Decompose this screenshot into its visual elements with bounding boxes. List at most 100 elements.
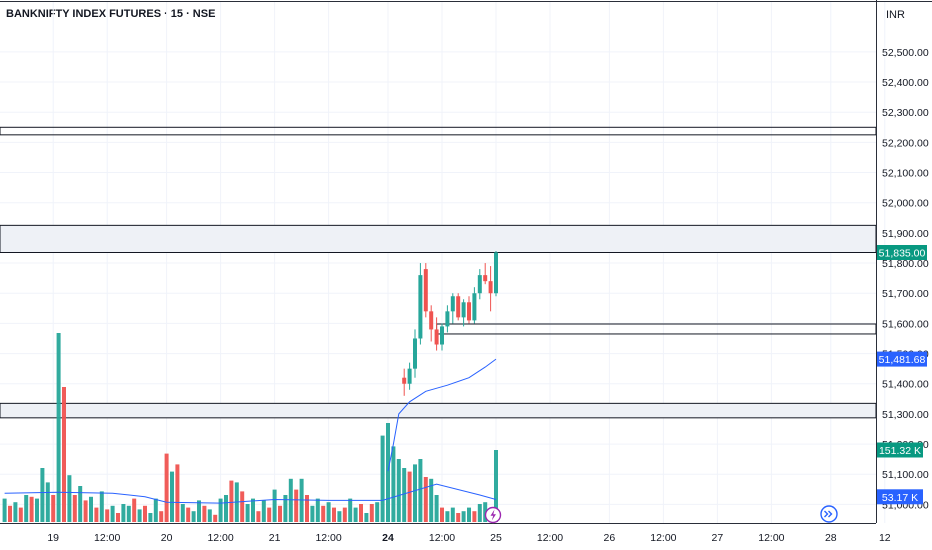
volume-bar	[353, 507, 358, 522]
volume-bar	[51, 495, 56, 522]
volume-bar	[126, 505, 131, 522]
volume-bar	[18, 507, 23, 522]
x-tick-label: 19	[47, 532, 59, 544]
currency-label[interactable]: INR	[886, 9, 905, 21]
volume-bar	[94, 507, 99, 522]
horizontal-zones[interactable]	[0, 126, 877, 419]
volume-bar	[380, 435, 385, 522]
volume-bar	[89, 496, 93, 522]
volume-bar	[332, 507, 336, 522]
y-tick-label: 51,300.00	[882, 409, 929, 421]
volume-bar	[35, 498, 39, 522]
volume-ma-tag	[877, 489, 923, 505]
volume-bars	[2, 333, 498, 522]
volume-bar	[310, 505, 315, 522]
scroll-icon-circle	[820, 505, 838, 523]
volume-bar	[2, 498, 7, 522]
last-price-tag	[877, 245, 927, 260]
scroll-icon-chevrons	[824, 510, 833, 518]
vwap-line	[387, 358, 497, 472]
candle-body	[461, 302, 466, 318]
candle-body	[483, 275, 488, 282]
volume-bar	[477, 504, 482, 522]
price-tag-text: 51,481.68	[879, 354, 926, 366]
volume-bar	[369, 504, 374, 522]
volume-bar	[472, 511, 477, 522]
x-tick-label: 24	[382, 532, 394, 544]
volume-bar	[456, 513, 461, 522]
candle-body	[418, 275, 423, 339]
y-tick-label: 52,300.00	[882, 107, 929, 119]
y-tick-label: 52,000.00	[882, 198, 929, 210]
y-tick-label: 51,700.00	[882, 288, 929, 300]
volume-bar	[45, 482, 50, 522]
volume-bar	[78, 486, 83, 522]
volume-bar	[337, 511, 342, 522]
candle-body	[407, 368, 412, 384]
volume-bar	[251, 498, 255, 522]
volume-bar	[429, 478, 434, 522]
x-tick-label: 12:00	[315, 532, 341, 544]
volume-bar	[450, 507, 455, 522]
volume-bar	[56, 333, 61, 522]
volume-bar	[440, 507, 444, 522]
volume-bar	[326, 502, 331, 522]
candle-body	[450, 296, 455, 312]
scroll-to-realtime-icon[interactable]	[820, 505, 838, 523]
y-tick-label: 52,200.00	[882, 137, 929, 149]
volume-bar	[83, 500, 88, 522]
candle-body	[445, 311, 450, 327]
candle-body	[434, 329, 439, 345]
volume-bar	[407, 471, 412, 522]
x-tick-label: 27	[712, 532, 724, 544]
volume-bar	[423, 477, 428, 522]
x-tick-label: 12:00	[94, 532, 120, 544]
volume-tag-text: 151.32 K	[879, 445, 921, 457]
volume-bar	[202, 505, 207, 522]
candle-body	[477, 275, 482, 294]
lightning-icon[interactable]	[484, 506, 502, 524]
volume-bar	[67, 475, 72, 522]
zone-rect	[0, 224, 877, 253]
vwap	[387, 358, 497, 472]
volume-bar	[105, 509, 110, 522]
volume-bar	[294, 489, 299, 522]
volume-bar	[175, 464, 180, 522]
icons[interactable]	[484, 505, 838, 524]
volume-bar	[164, 453, 169, 522]
y-tick-label: 51,900.00	[882, 228, 929, 240]
candle-body	[467, 302, 471, 321]
volume-bar	[364, 513, 369, 522]
candle-body	[413, 338, 417, 369]
volume-bar	[62, 387, 66, 522]
volume-bar	[386, 423, 390, 522]
volume-bar	[72, 495, 77, 522]
volume-bar	[170, 471, 174, 522]
volume-bar	[132, 498, 137, 522]
volume-bar	[315, 498, 320, 522]
volume-bar	[461, 511, 466, 522]
volume-bar	[110, 505, 115, 522]
x-tick-label: 12:00	[207, 532, 233, 544]
y-tick-label: 51,600.00	[882, 318, 929, 330]
volume-bar	[24, 495, 29, 522]
volume-bar	[359, 504, 363, 522]
volume-bar	[143, 505, 147, 522]
price-tag-text: 51,835.00	[879, 248, 926, 260]
volume-ma-line	[4, 483, 497, 504]
volume-bar	[288, 478, 293, 522]
volume-tag-text: 53.17 K	[882, 492, 918, 504]
volume-bar	[494, 450, 498, 522]
volume-ma	[4, 483, 497, 504]
volume-bar	[375, 502, 380, 522]
x-tick-label: 12:00	[758, 532, 784, 544]
volume-bar	[342, 507, 347, 522]
candle-body	[488, 281, 493, 294]
price-labels: 51,835.00 51,481.68 151.32 K 53.17 K	[877, 245, 927, 505]
volume-bar	[137, 509, 142, 522]
volume-bar	[186, 507, 191, 522]
x-tick-label: 26	[604, 532, 616, 544]
volume-bar	[348, 498, 353, 522]
